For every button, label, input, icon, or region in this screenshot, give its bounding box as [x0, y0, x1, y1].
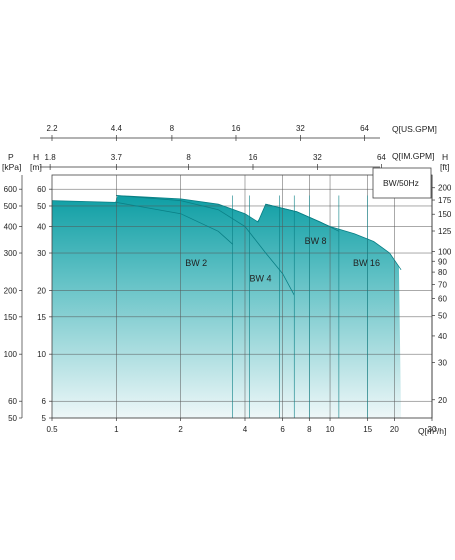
pump-curve-3 [265, 203, 402, 271]
ft-axis-label: [ft] [440, 162, 449, 172]
kpa-tick-label-2: 100 [4, 350, 18, 359]
x-tick-label-0: 0.5 [46, 425, 58, 434]
y-tick-label-7: 50 [37, 202, 46, 211]
top-us-tick-label-3: 16 [232, 124, 241, 133]
y-tick-label-0: 5 [42, 414, 47, 423]
top-im-tick-label-1: 3.7 [111, 153, 123, 162]
top-us-tick-label-5: 64 [360, 124, 369, 133]
top-us-tick-label-4: 32 [296, 124, 305, 133]
operating-envelope-area [52, 195, 402, 418]
x-tick-label-7: 15 [363, 425, 372, 434]
series-label-0: BW 2 [185, 258, 207, 268]
top-im-tick-label-5: 64 [377, 153, 386, 162]
series-labels: BW 2 BW 4 BW 8 BW 16 [185, 236, 380, 283]
ft-tick-label-11: 175 [438, 196, 452, 205]
y-axis-head-ticks: 5 6 10 15 20 30 40 50 60 [37, 185, 52, 423]
series-dividers [232, 195, 368, 418]
x-tick-label-8: 20 [390, 425, 399, 434]
kpa-tick-label-1: 60 [8, 397, 17, 406]
ft-tick-label-1: 30 [438, 358, 447, 367]
x-tick-label-2: 2 [178, 425, 183, 434]
ft-tick-label-5: 70 [438, 280, 447, 289]
ft-tick-label-12: 200 [438, 184, 452, 193]
head-axis-label-top: H [33, 152, 39, 162]
y-tick-label-4: 20 [37, 286, 46, 295]
ft-tick-label-6: 80 [438, 268, 447, 277]
x-axis-ticks: 0.5 1 2 4 6 8 10 15 20 30 [46, 418, 437, 434]
series-label-2: BW 8 [305, 236, 327, 246]
top-axis-im-ticks: 1.8 3.7 8 16 32 64 [45, 153, 386, 170]
kpa-axis-label-top: P [8, 152, 14, 162]
pump-curves [51, 195, 402, 296]
kpa-tick-label-6: 400 [4, 223, 18, 232]
top-axis-us-ticks: 2.2 4.4 8 16 32 64 [46, 124, 370, 141]
kpa-axis-label: [kPa] [2, 162, 21, 172]
ft-tick-label-0: 20 [438, 396, 447, 405]
x-tick-label-4: 6 [280, 425, 285, 434]
top-us-tick-label-1: 4.4 [111, 124, 123, 133]
y-tick-label-5: 30 [37, 249, 46, 258]
ft-tick-label-7: 90 [438, 257, 447, 266]
ft-tick-label-4: 60 [438, 295, 447, 304]
y-tick-label-2: 10 [37, 350, 46, 359]
x-tick-label-9: 30 [428, 425, 437, 434]
x-axis-label: Q[m³/h] [418, 426, 446, 436]
pump-curve-1 [116, 195, 295, 296]
y-tick-label-3: 15 [37, 313, 46, 322]
y-tick-label-1: 6 [42, 397, 47, 406]
top-us-tick-label-2: 8 [170, 124, 175, 133]
ft-tick-label-8: 100 [438, 248, 452, 257]
top-im-tick-label-4: 32 [313, 153, 322, 162]
top-axis-us-label: Q[US.GPM] [392, 124, 437, 134]
top-im-tick-label-3: 16 [249, 153, 258, 162]
x-tick-label-5: 8 [307, 425, 312, 434]
kpa-tick-label-5: 300 [4, 249, 18, 258]
x-tick-label-6: 10 [326, 425, 335, 434]
kpa-tick-label-4: 200 [4, 286, 18, 295]
top-im-tick-label-2: 8 [186, 153, 191, 162]
ft-axis-label-top: H [442, 152, 448, 162]
y-tick-label-8: 60 [37, 185, 46, 194]
kpa-tick-label-3: 150 [4, 313, 18, 322]
y-tick-label-6: 40 [37, 223, 46, 232]
kpa-tick-label-0: 50 [8, 414, 17, 423]
ft-tick-label-10: 150 [438, 210, 452, 219]
series-label-3: BW 16 [353, 258, 380, 268]
legend-box [372, 167, 432, 199]
series-label-1: BW 4 [250, 274, 272, 284]
y-axis-kpa-ticks: 50 60 100 150 200 300 400 500 600 [4, 175, 23, 423]
head-axis-label: [m] [30, 162, 42, 172]
top-im-tick-label-0: 1.8 [45, 153, 57, 162]
legend-box-text: BW/50Hz [383, 178, 419, 188]
horizontal-gridlines [52, 188, 432, 419]
pump-curve-0 [51, 200, 233, 245]
kpa-tick-label-8: 600 [4, 185, 18, 194]
x-tick-label-3: 4 [243, 425, 248, 434]
kpa-tick-label-7: 500 [4, 202, 18, 211]
ft-tick-label-9: 125 [438, 227, 452, 236]
x-tick-label-1: 1 [114, 425, 119, 434]
ft-tick-label-3: 50 [438, 311, 447, 320]
top-axis-im-label: Q[IM.GPM] [392, 151, 435, 161]
top-us-tick-label-0: 2.2 [46, 124, 58, 133]
ft-tick-label-2: 40 [438, 332, 447, 341]
